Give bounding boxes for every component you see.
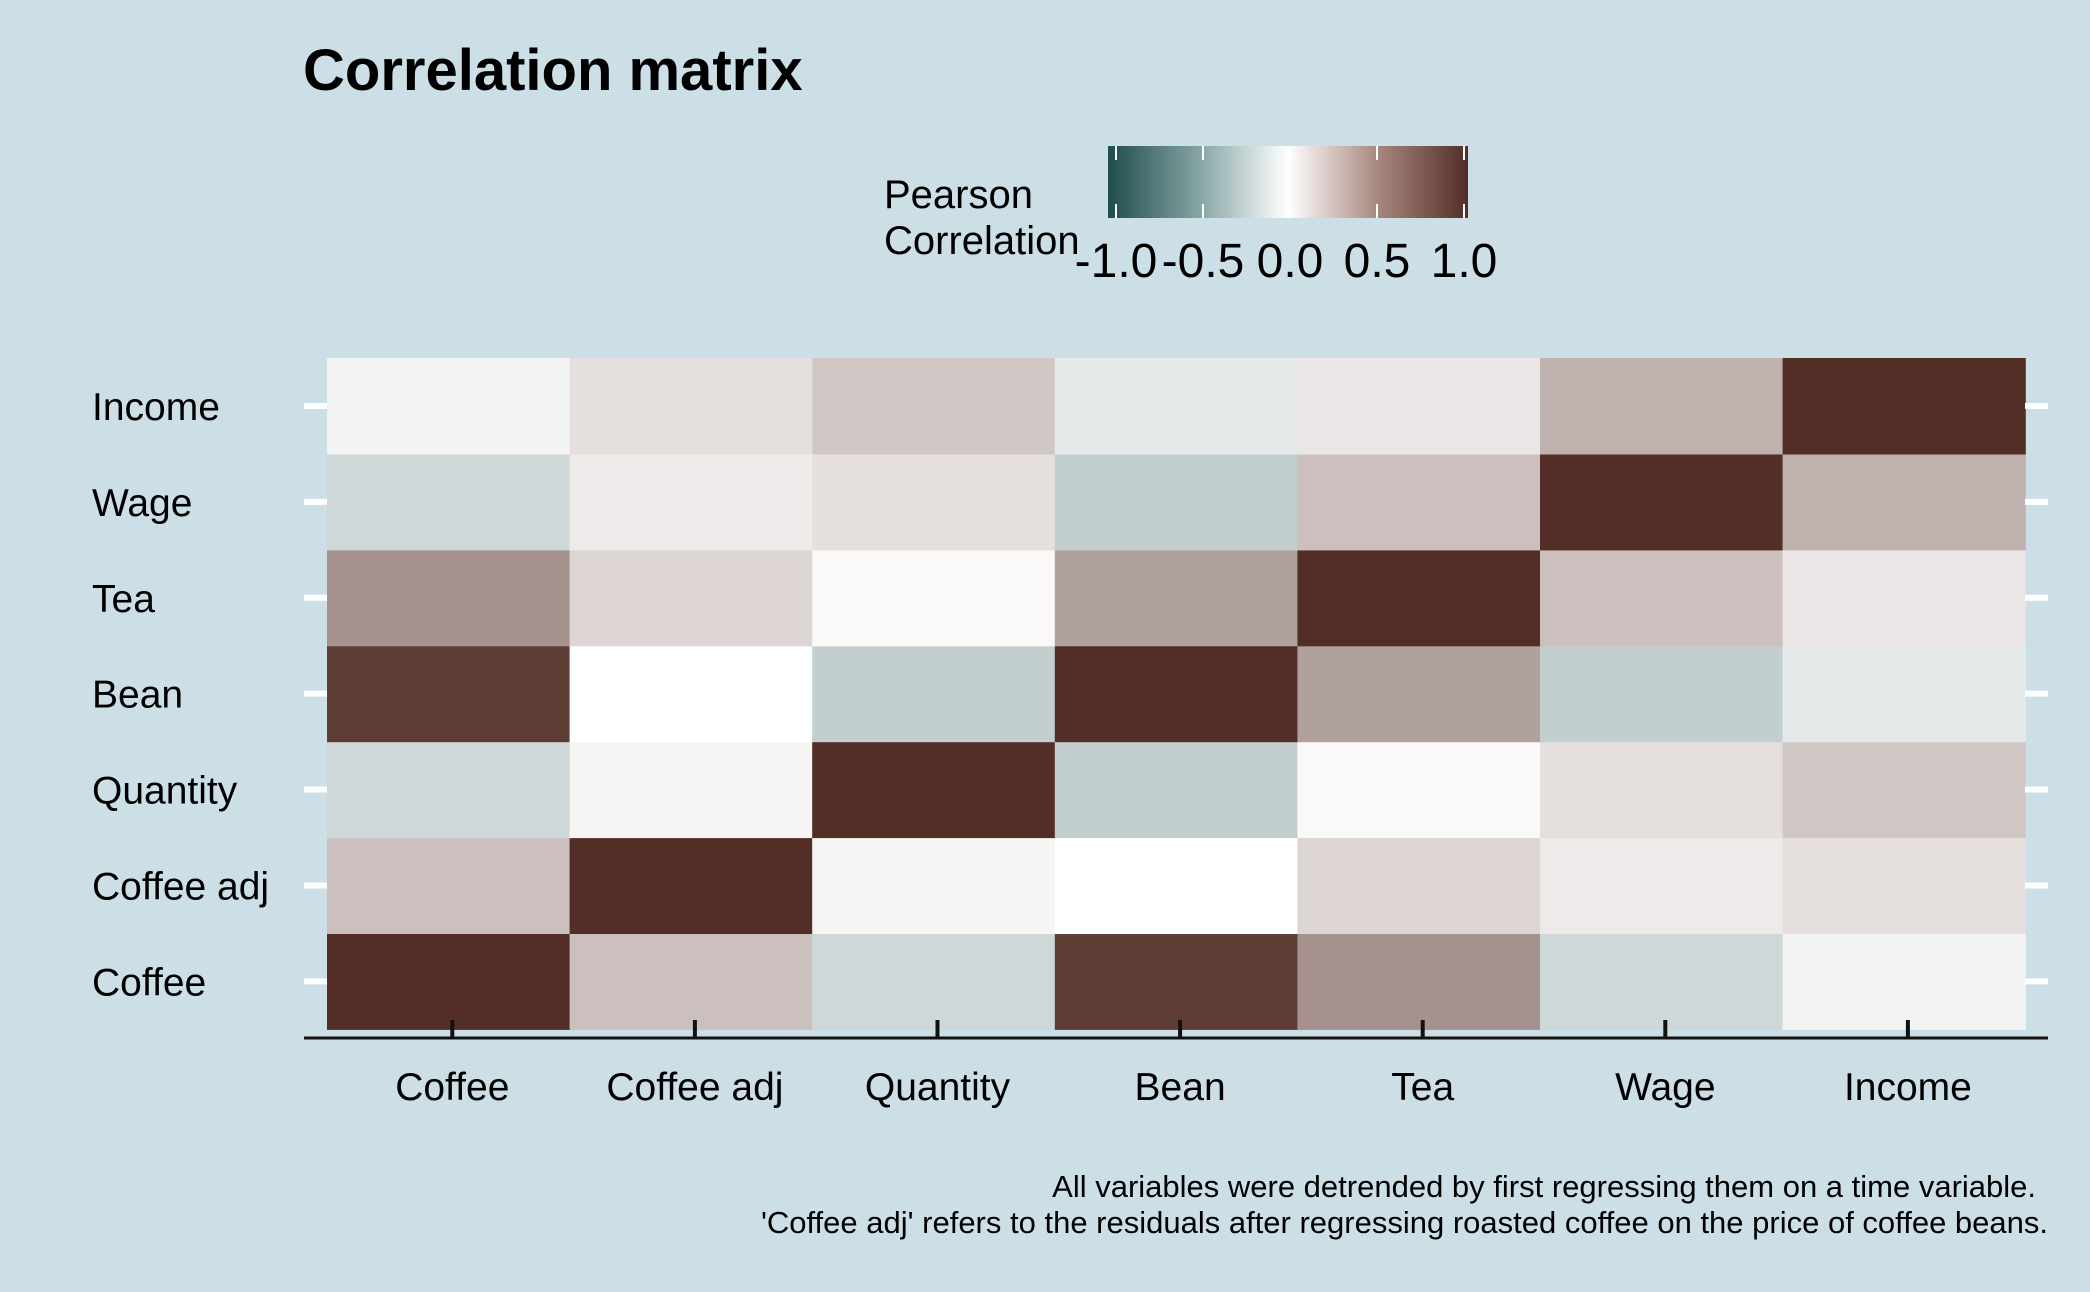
x-axis-label: Wage — [1615, 1066, 1715, 1109]
heatmap-cell-bean-income — [1782, 645, 2026, 743]
heatmap-cell-coffee-income — [1782, 933, 2026, 1030]
legend-tick-label: -0.5 — [1162, 235, 1245, 288]
legend-tick-label: -1.0 — [1075, 235, 1158, 288]
heatmap-cell-wage-bean — [1054, 453, 1298, 551]
heatmap-cell-quantity-coffee-adj — [569, 741, 813, 839]
heatmap-cell-quantity-quantity — [812, 741, 1056, 839]
y-axis-label: Bean — [92, 674, 183, 717]
heatmap-cell-tea-quantity — [812, 549, 1056, 647]
heatmap-cell-quantity-bean — [1054, 741, 1298, 839]
x-axis-label: Income — [1844, 1066, 1972, 1109]
heatmap-cell-coffee-adj-bean — [1054, 837, 1298, 934]
heatmap-cell-tea-coffee-adj — [569, 549, 813, 647]
heatmap-cell-tea-income — [1782, 549, 2026, 647]
legend-title-line-2: Correlation — [884, 219, 1080, 263]
heatmap-cell-coffee-quantity — [812, 933, 1056, 1030]
legend-colorbar — [1108, 146, 1468, 218]
x-axis-labels: Coffee Coffee adj Quantity Bean Tea Wage Incom… — [395, 1066, 1972, 1109]
heatmap-cell-income-coffee-adj — [569, 358, 813, 455]
heatmap-cell-bean-bean — [1054, 645, 1298, 743]
legend-tick-label: 1.0 — [1431, 235, 1498, 288]
axis-ticks — [304, 402, 2048, 1038]
heatmap-cell-bean-tea — [1297, 645, 1541, 743]
x-axis-label: Quantity — [865, 1066, 1011, 1109]
x-axis-label: Tea — [1391, 1066, 1454, 1109]
heatmap-cell-tea-tea — [1297, 549, 1541, 647]
y-axis-label: Coffee — [92, 961, 206, 1004]
y-axis-label: Wage — [92, 482, 192, 525]
heatmap-cell-tea-bean — [1054, 549, 1298, 647]
heatmap-cell-tea-wage — [1540, 549, 1784, 647]
y-axis-label: Coffee adj — [92, 865, 269, 908]
legend: Pearson Correlation -1.0 -0.5 0.0 0.5 1.0 — [884, 146, 1497, 288]
heatmap-cell-coffee-coffee-adj — [569, 933, 813, 1030]
heatmap-cell-quantity-income — [1782, 741, 2026, 839]
heatmap-cell-coffee-adj-tea — [1297, 837, 1541, 934]
heatmap-cell-bean-wage — [1540, 645, 1784, 743]
x-axis-label: Coffee adj — [606, 1066, 783, 1109]
heatmap-cell-income-quantity — [812, 358, 1056, 455]
heatmap-cell-bean-quantity — [812, 645, 1056, 743]
heatmap-cell-wage-coffee-adj — [569, 453, 813, 551]
caption-line-2: 'Coffee adj' refers to the residuals aft… — [761, 1205, 2048, 1240]
legend-ticks: -1.0 -0.5 0.0 0.5 1.0 — [1075, 146, 1498, 288]
heatmap-cell-wage-coffee — [327, 453, 571, 551]
legend-tick-label: 0.0 — [1257, 235, 1324, 288]
y-axis-label: Tea — [92, 578, 155, 621]
heatmap-cell-bean-coffee — [327, 645, 571, 743]
heatmap-cell-coffee-adj-quantity — [812, 837, 1056, 934]
heatmap-cell-income-tea — [1297, 358, 1541, 455]
heatmap-cell-wage-income — [1782, 453, 2026, 551]
heatmap-cell-coffee-coffee — [327, 933, 571, 1030]
x-axis-label: Bean — [1135, 1066, 1226, 1109]
heatmap-cell-wage-quantity — [812, 453, 1056, 551]
y-axis-label: Quantity — [92, 770, 238, 813]
heatmap-cell-quantity-tea — [1297, 741, 1541, 839]
heatmap-cell-income-wage — [1540, 358, 1784, 455]
legend-tick-label: 0.5 — [1344, 235, 1411, 288]
x-axis-label: Coffee — [395, 1066, 509, 1109]
chart-title: Correlation matrix — [303, 38, 803, 103]
heatmap-cell-quantity-coffee — [327, 741, 571, 839]
heatmap-cell-income-bean — [1054, 358, 1298, 455]
heatmap-cell-coffee-adj-income — [1782, 837, 2026, 934]
heatmap-cell-coffee-wage — [1540, 933, 1784, 1030]
heatmap-cells — [327, 358, 2026, 1030]
heatmap-cell-wage-wage — [1540, 453, 1784, 551]
heatmap-cell-coffee-bean — [1054, 933, 1298, 1030]
heatmap-cell-tea-coffee — [327, 549, 571, 647]
heatmap-cell-income-coffee — [327, 358, 571, 455]
heatmap-cell-coffee-adj-coffee-adj — [569, 837, 813, 934]
y-axis-label: Income — [92, 386, 220, 429]
heatmap-cell-coffee-adj-wage — [1540, 837, 1784, 934]
heatmap-cell-coffee-adj-coffee — [327, 837, 571, 934]
caption-line-1: All variables were detrended by first re… — [1052, 1169, 2036, 1204]
heatmap-cell-wage-tea — [1297, 453, 1541, 551]
heatmap-cell-income-income — [1782, 358, 2026, 455]
heatmap-cell-quantity-wage — [1540, 741, 1784, 839]
legend-title-line-1: Pearson — [884, 173, 1033, 217]
heatmap-cell-bean-coffee-adj — [569, 645, 813, 743]
y-axis-labels: Coffee Coffee adj Quantity Bean Tea Wage Incom… — [92, 386, 269, 1004]
heatmap-cell-coffee-tea — [1297, 933, 1541, 1030]
